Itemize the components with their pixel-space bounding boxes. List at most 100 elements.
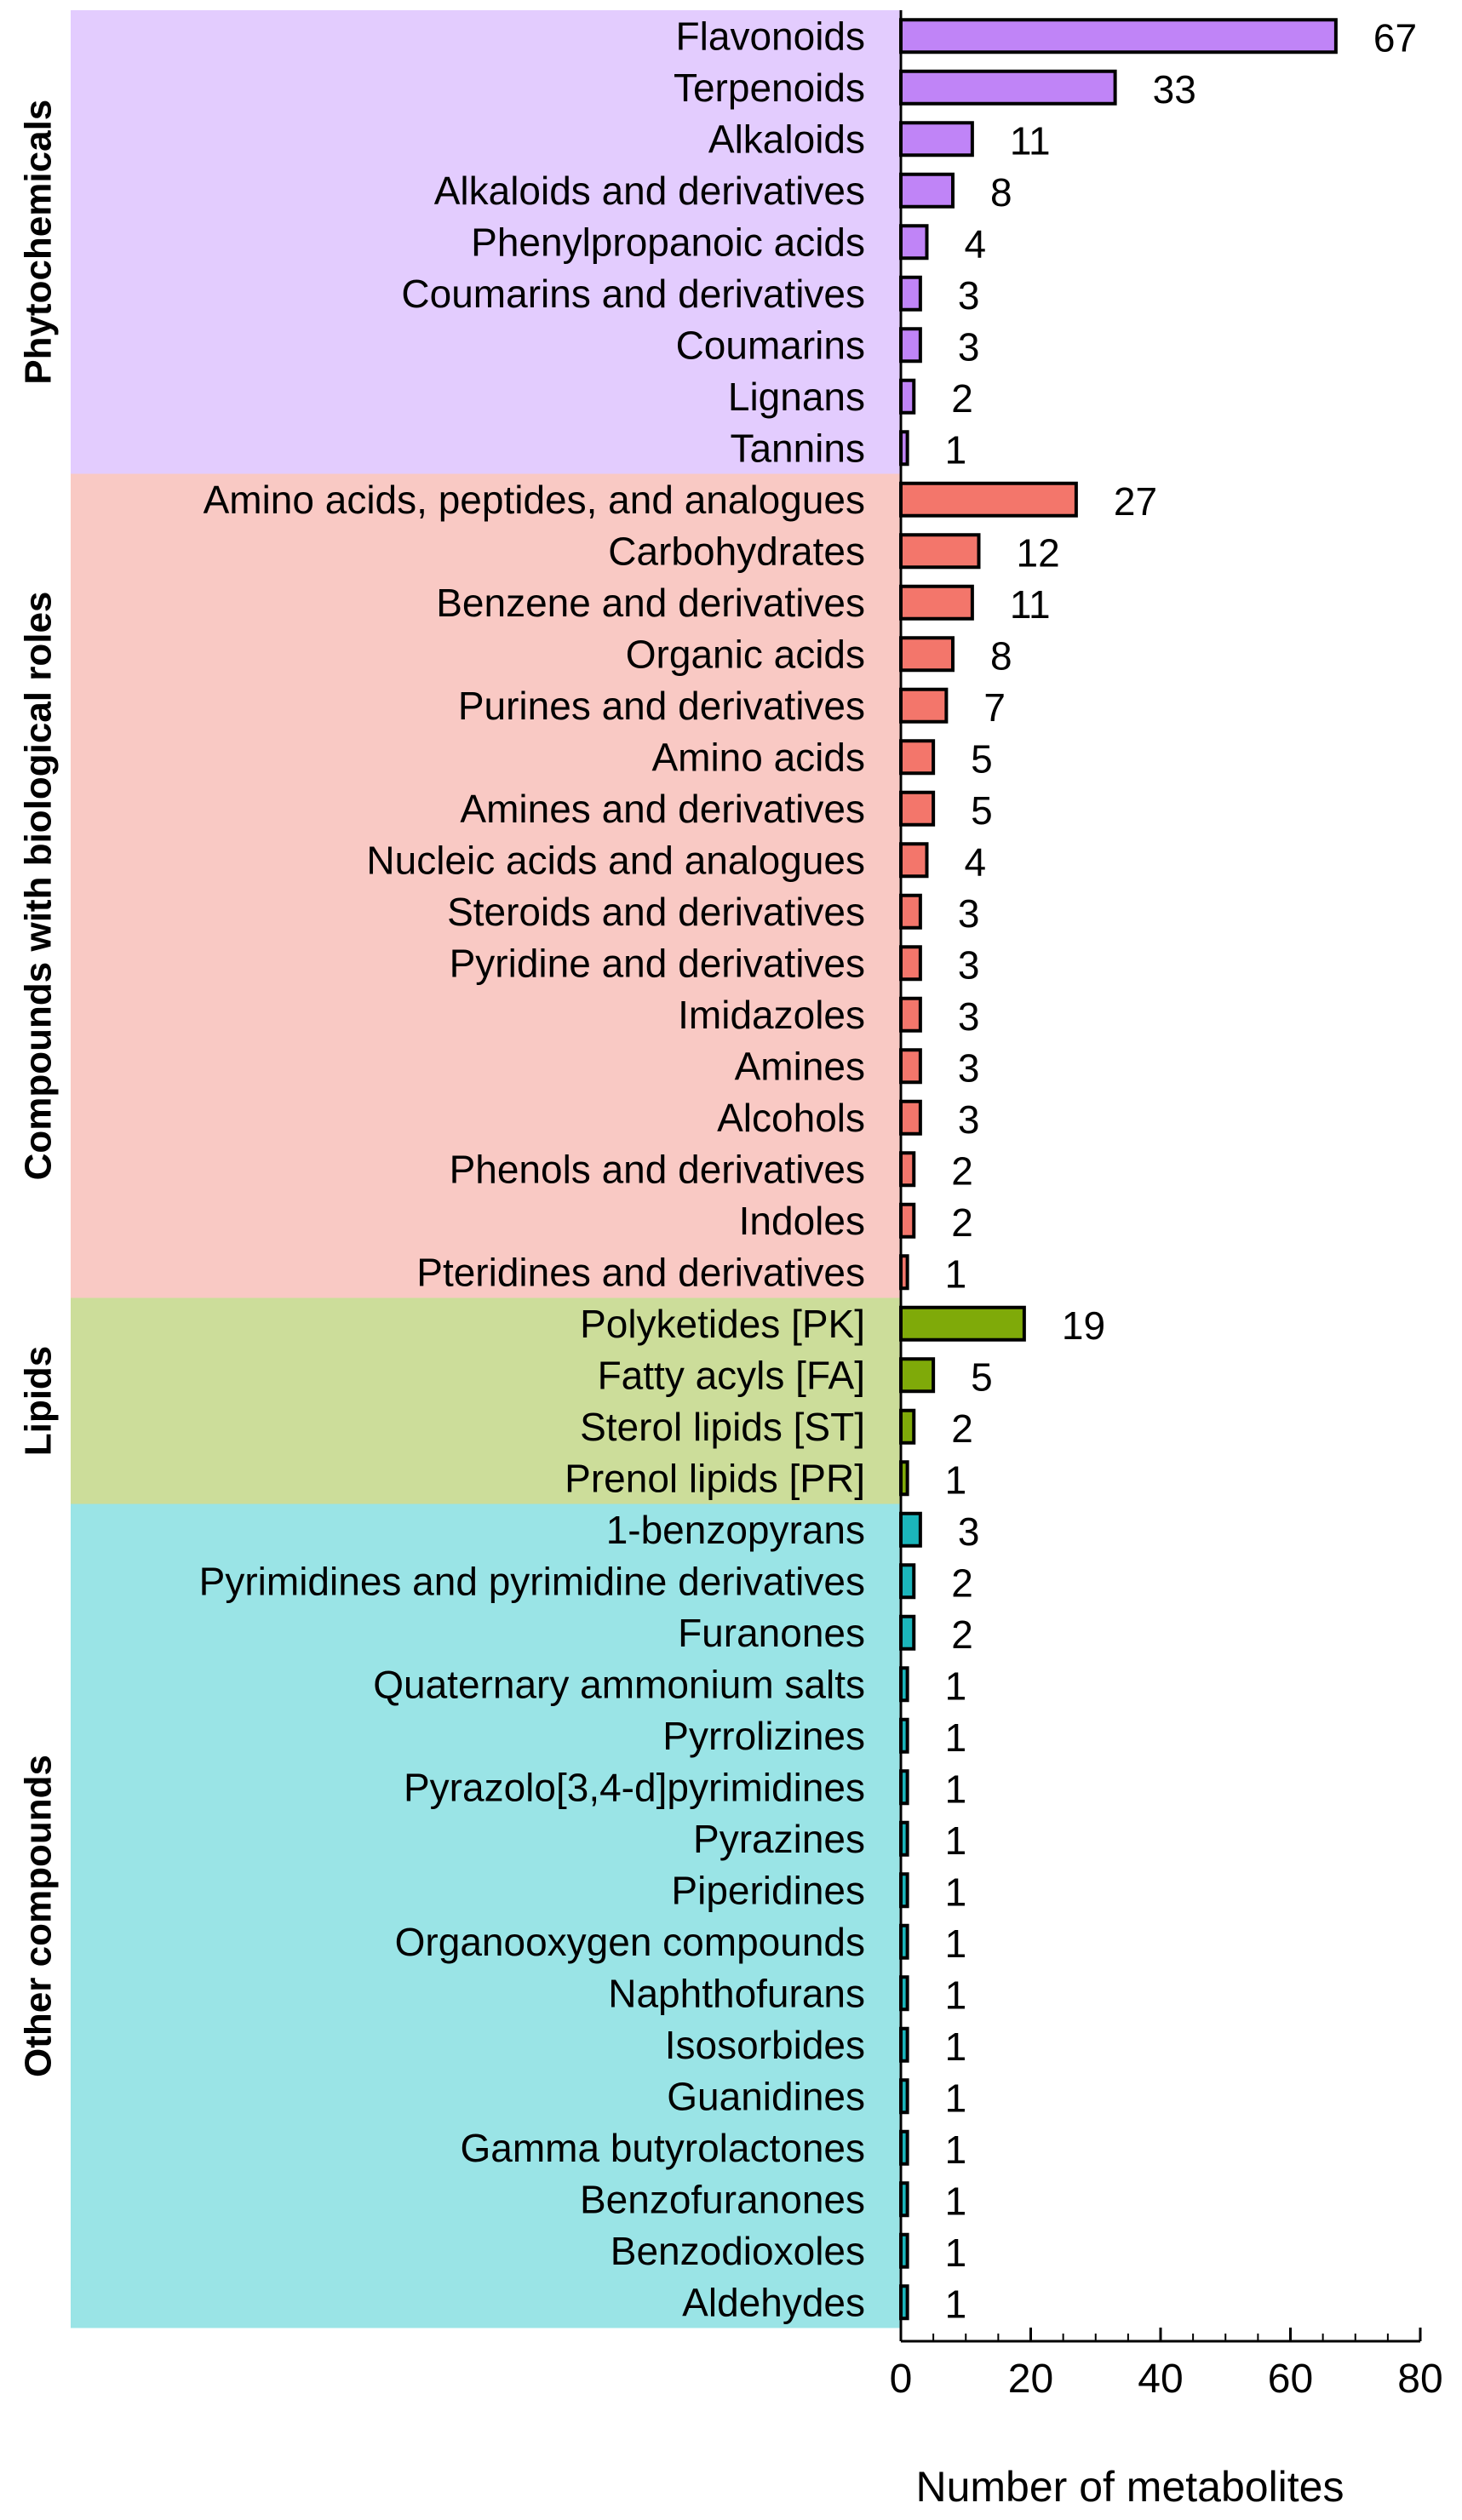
category-label: Tannins <box>730 426 865 470</box>
category-label: Alcohols <box>717 1096 865 1140</box>
value-label: 1 <box>945 1818 967 1863</box>
bar <box>899 636 955 673</box>
value-label: 1 <box>945 2076 967 2120</box>
bar <box>899 327 922 364</box>
group-background <box>71 10 901 474</box>
bar <box>899 1048 922 1085</box>
value-label: 3 <box>958 942 980 987</box>
category-label: Alkaloids and derivatives <box>434 169 865 213</box>
value-label: 1 <box>945 1973 967 2017</box>
category-label: Gamma butyrolactones <box>460 2126 865 2170</box>
category-label: Alkaloids <box>708 117 865 161</box>
value-labels: 6733118433212712118755433333221195213221… <box>945 15 1417 2326</box>
category-label: Guanidines <box>667 2074 865 2118</box>
bar <box>899 1563 916 1600</box>
category-label: Benzodioxoles <box>611 2229 865 2273</box>
category-label: Benzofuranones <box>580 2177 865 2221</box>
value-label: 1 <box>945 2128 967 2172</box>
category-label: Phenylpropanoic acids <box>471 220 865 264</box>
value-label: 11 <box>1010 118 1051 163</box>
value-label: 1 <box>945 1664 967 1708</box>
x-tick-label: 60 <box>1268 2357 1313 2402</box>
category-label: Flavonoids <box>676 14 865 58</box>
x-axis-title: Number of metabolites <box>915 2463 1344 2511</box>
bar <box>899 842 929 879</box>
group-labels: Phytochemicals Compounds with biological … <box>17 100 59 2077</box>
bar <box>899 224 929 261</box>
group-background <box>71 473 901 1298</box>
category-label: Pteridines and derivatives <box>416 1250 865 1294</box>
bar <box>899 481 1078 518</box>
group-label: Compounds with biological roles <box>17 592 59 1181</box>
category-label: Amines and derivatives <box>460 787 865 831</box>
bar <box>899 687 949 724</box>
value-label: 1 <box>945 1767 967 1811</box>
value-label: 3 <box>958 891 980 936</box>
value-label: 3 <box>958 324 980 369</box>
category-label: Piperidines <box>671 1868 865 1912</box>
bar <box>899 1151 916 1188</box>
category-labels: Flavonoids Terpenoids Alkaloids Alkaloids a… <box>199 14 865 2324</box>
value-label: 5 <box>971 1354 993 1399</box>
value-label: 3 <box>958 1509 980 1554</box>
value-label: 2 <box>951 1406 973 1451</box>
category-label: Amino acids <box>651 735 865 779</box>
category-label: Terpenoids <box>674 66 865 110</box>
category-label: Polyketides [PK] <box>580 1302 865 1346</box>
bar <box>899 69 1117 106</box>
value-label: 27 <box>1114 479 1157 524</box>
value-label: 3 <box>958 1045 980 1090</box>
bar <box>899 1202 916 1239</box>
x-tick-label: 40 <box>1138 2357 1183 2402</box>
category-label: Pyrazolo[3,4-d]pyrimidines <box>404 1765 865 1809</box>
value-label: 1 <box>945 2231 967 2275</box>
category-label: Fatty acyls [FA] <box>598 1353 865 1397</box>
category-label: Phenols and derivatives <box>450 1147 865 1191</box>
value-label: 1 <box>945 1870 967 1914</box>
bar <box>899 533 981 570</box>
category-label: Furanones <box>678 1611 865 1655</box>
category-label: Quaternary ammonium salts <box>373 1662 865 1706</box>
category-label: Organooxygen compounds <box>395 1920 865 1964</box>
value-label: 2 <box>951 376 973 421</box>
value-label: 19 <box>1062 1303 1105 1348</box>
value-label: 1 <box>945 1458 967 1502</box>
category-label: Carbohydrates <box>608 529 865 573</box>
bar <box>899 1614 916 1651</box>
value-label: 1 <box>945 2282 967 2326</box>
bar <box>899 1408 916 1445</box>
category-label: Pyrazines <box>693 1817 865 1861</box>
category-label: Steroids and derivatives <box>447 890 865 934</box>
category-label: Lignans <box>728 375 865 419</box>
bar <box>899 1099 922 1136</box>
bar <box>899 584 974 621</box>
value-label: 7 <box>983 685 1006 730</box>
value-label: 5 <box>971 788 993 833</box>
group-label: Phytochemicals <box>17 100 59 385</box>
value-label: 3 <box>958 994 980 1039</box>
group-backgrounds <box>71 10 901 2328</box>
value-label: 1 <box>945 1715 967 1760</box>
category-label: Sterol lipids [ST] <box>580 1405 865 1449</box>
category-label: Nucleic acids and analogues <box>366 838 865 882</box>
bar <box>899 18 1338 54</box>
value-label: 5 <box>971 736 993 781</box>
bar <box>899 378 916 415</box>
bar <box>899 790 936 827</box>
category-label: Purines and derivatives <box>458 684 865 728</box>
category-label: Organic acids <box>626 632 865 676</box>
bar <box>899 1305 1026 1342</box>
x-tick-label: 20 <box>1008 2357 1053 2402</box>
value-label: 67 <box>1373 15 1417 60</box>
x-tick-label: 80 <box>1397 2357 1442 2402</box>
category-label: Amines <box>735 1044 865 1088</box>
group-label: Other compounds <box>17 1755 59 2077</box>
bar <box>899 996 922 1033</box>
bar <box>899 275 922 312</box>
group-background <box>71 1503 901 2328</box>
bar <box>899 945 922 982</box>
category-label: Pyrrolizines <box>662 1714 865 1758</box>
x-tick-label: 0 <box>890 2357 913 2402</box>
category-label: Amino acids, peptides, and analogues <box>204 478 865 522</box>
value-label: 8 <box>990 170 1012 215</box>
